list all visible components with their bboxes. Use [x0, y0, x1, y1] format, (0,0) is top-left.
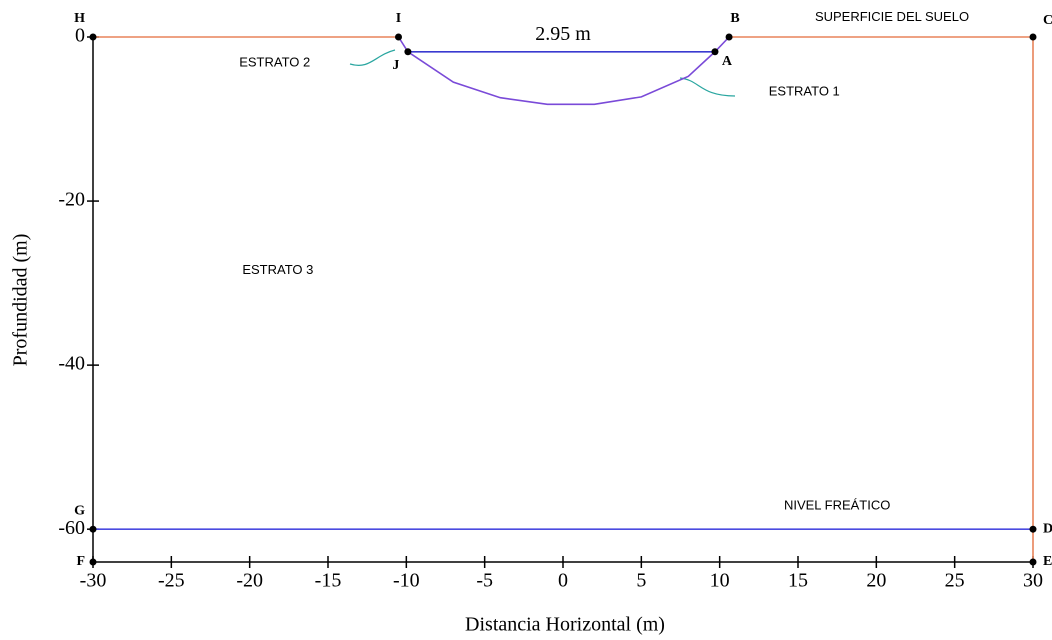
x-tick-label: 20 — [866, 570, 886, 592]
y-tick-label: -40 — [58, 353, 85, 375]
point-label: B — [730, 11, 739, 26]
annotation: NIVEL FREÁTICO — [784, 498, 890, 513]
series-line — [729, 36, 1034, 562]
point-label: C — [1043, 13, 1052, 28]
point — [1029, 33, 1037, 41]
point — [725, 33, 733, 41]
point-label: J — [392, 58, 399, 73]
leader — [349, 49, 396, 66]
x-tick-label: -5 — [476, 570, 493, 592]
point — [1029, 558, 1037, 566]
point-label: F — [76, 554, 85, 569]
point — [711, 48, 719, 56]
point — [404, 48, 412, 56]
annotation: 2.95 m — [535, 23, 591, 45]
point-label: I — [396, 11, 401, 26]
point — [395, 33, 402, 41]
annotation: ESTRATO 2 — [239, 55, 310, 70]
point-label: D — [1043, 521, 1052, 536]
annotation: SUPERFICIE DEL SUELO — [815, 9, 969, 24]
annotation: ESTRATO 1 — [769, 83, 840, 98]
x-tick-label: 15 — [788, 570, 808, 592]
x-tick-label: 0 — [558, 570, 568, 592]
point-label: A — [722, 54, 733, 69]
leader — [679, 77, 736, 97]
x-tick-label: -20 — [236, 570, 263, 592]
y-tick-label: 0 — [75, 25, 85, 47]
x-tick-label: -30 — [80, 570, 107, 592]
y-tick-label: -20 — [58, 189, 85, 211]
y-axis-label: Profundidad (m) — [10, 234, 32, 367]
point-label: E — [1043, 554, 1052, 569]
x-tick-label: 25 — [945, 570, 965, 592]
annotation: ESTRATO 3 — [242, 262, 313, 277]
x-tick-label: -15 — [315, 570, 342, 592]
point — [89, 33, 97, 41]
x-tick-label: -25 — [158, 570, 185, 592]
x-tick-label: 5 — [636, 570, 646, 592]
point — [1029, 525, 1037, 533]
point — [89, 525, 97, 533]
series-line — [397, 36, 730, 106]
x-tick-label: -10 — [393, 570, 420, 592]
point-label: G — [74, 503, 85, 518]
y-tick-label: -60 — [58, 517, 85, 539]
leaders — [349, 49, 736, 97]
x-tick-label: 30 — [1023, 570, 1043, 592]
x-tick-label: 10 — [710, 570, 730, 592]
x-axis-label: Distancia Horizontal (m) — [465, 614, 665, 636]
point-label: H — [74, 11, 85, 26]
point — [89, 558, 97, 566]
